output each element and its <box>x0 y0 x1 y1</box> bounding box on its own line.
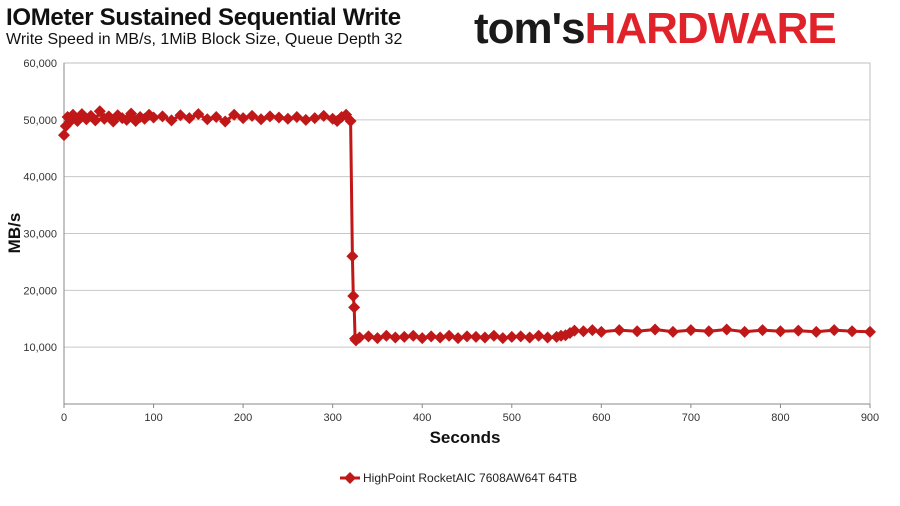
data-point <box>147 111 160 124</box>
data-point <box>532 329 545 342</box>
data-point <box>317 109 330 122</box>
series-layer <box>58 105 876 347</box>
x-tick-labels: 0 100 200 300 400 500 600 700 800 900 <box>61 412 879 424</box>
data-point <box>246 109 259 122</box>
data-point <box>210 110 223 123</box>
legend: HighPoint RocketAIC 7608AW64T 64TB <box>340 470 577 486</box>
data-point <box>272 111 285 124</box>
data-point <box>810 325 823 338</box>
data-point <box>774 325 787 338</box>
y-tick-label: 50,000 <box>23 115 57 127</box>
data-point <box>290 110 303 123</box>
data-point <box>348 301 361 314</box>
data-point <box>344 114 357 127</box>
data-point <box>353 331 366 344</box>
data-point <box>443 329 456 342</box>
data-point <box>362 330 375 343</box>
data-point <box>183 112 196 125</box>
data-point <box>613 324 626 337</box>
data-point <box>389 331 402 344</box>
data-point <box>846 325 859 338</box>
series-line <box>62 109 871 342</box>
data-point <box>478 331 491 344</box>
x-tick-label: 100 <box>144 412 162 424</box>
data-point <box>237 112 250 125</box>
data-point <box>452 332 465 345</box>
y-tick-label: 30,000 <box>23 229 57 241</box>
data-point <box>174 109 187 122</box>
data-point <box>720 323 733 336</box>
x-tick-label: 900 <box>861 412 879 424</box>
data-point <box>347 290 360 303</box>
data-point <box>738 325 751 338</box>
legend-series-label: HighPoint RocketAIC 7608AW64T 64TB <box>363 471 578 485</box>
data-point <box>684 324 697 337</box>
data-point <box>398 330 411 343</box>
data-point <box>299 113 312 126</box>
data-point <box>702 325 715 338</box>
x-tick-label: 400 <box>413 412 431 424</box>
y-tick-labels: 10,000 20,000 30,000 40,000 50,000 60,000 <box>23 58 57 354</box>
y-tick-label: 20,000 <box>23 285 57 297</box>
data-point <box>308 112 321 125</box>
data-point <box>631 325 644 338</box>
data-point <box>407 329 420 342</box>
data-point <box>541 331 554 344</box>
data-point <box>595 325 608 338</box>
logo-part1: tom's <box>474 4 586 53</box>
data-point <box>828 324 841 337</box>
toms-hardware-logo: tom'sHARDWARE <box>474 4 837 54</box>
legend-marker <box>340 472 360 484</box>
data-point <box>514 330 527 343</box>
y-axis-label: MB/s <box>5 213 24 254</box>
data-point <box>219 115 232 128</box>
x-tick-label: 700 <box>682 412 700 424</box>
data-point <box>568 324 581 337</box>
y-tick-label: 60,000 <box>23 58 57 70</box>
data-point <box>89 114 102 127</box>
data-point <box>416 332 429 345</box>
data-point <box>649 323 662 336</box>
data-point <box>156 110 169 123</box>
data-point <box>228 108 241 121</box>
x-tick-label: 600 <box>592 412 610 424</box>
data-point <box>380 329 393 342</box>
axes <box>63 63 871 408</box>
chart-subtitle: Write Speed in MB/s, 1MiB Block Size, Qu… <box>6 31 403 48</box>
data-point <box>864 325 876 338</box>
data-point <box>371 332 384 345</box>
data-point <box>425 330 438 343</box>
data-point <box>496 332 509 345</box>
y-tick-label: 10,000 <box>23 342 57 354</box>
data-point <box>666 325 679 338</box>
data-point <box>523 331 536 344</box>
data-point <box>756 324 769 337</box>
data-point <box>505 330 518 343</box>
data-point <box>577 325 590 338</box>
data-point <box>469 330 482 343</box>
data-point <box>192 108 205 121</box>
data-point <box>461 330 473 343</box>
x-tick-label: 800 <box>771 412 789 424</box>
data-point <box>255 113 268 126</box>
logo-part2: HARDWARE <box>584 4 837 53</box>
data-point <box>586 324 599 337</box>
data-point <box>487 329 500 342</box>
data-point <box>263 110 276 123</box>
data-point <box>346 250 359 263</box>
data-point <box>434 331 447 344</box>
data-point <box>281 112 294 125</box>
data-point <box>201 113 214 126</box>
x-tick-label: 500 <box>503 412 521 424</box>
x-tick-label: 300 <box>323 412 341 424</box>
data-point <box>165 114 178 127</box>
x-tick-label: 0 <box>61 412 67 424</box>
data-point <box>58 129 70 142</box>
chart-title: IOMeter Sustained Sequential Write <box>6 4 401 31</box>
y-tick-label: 40,000 <box>23 172 57 184</box>
x-axis-label: Seconds <box>430 428 501 447</box>
data-point <box>792 324 805 337</box>
x-tick-label: 200 <box>234 412 252 424</box>
